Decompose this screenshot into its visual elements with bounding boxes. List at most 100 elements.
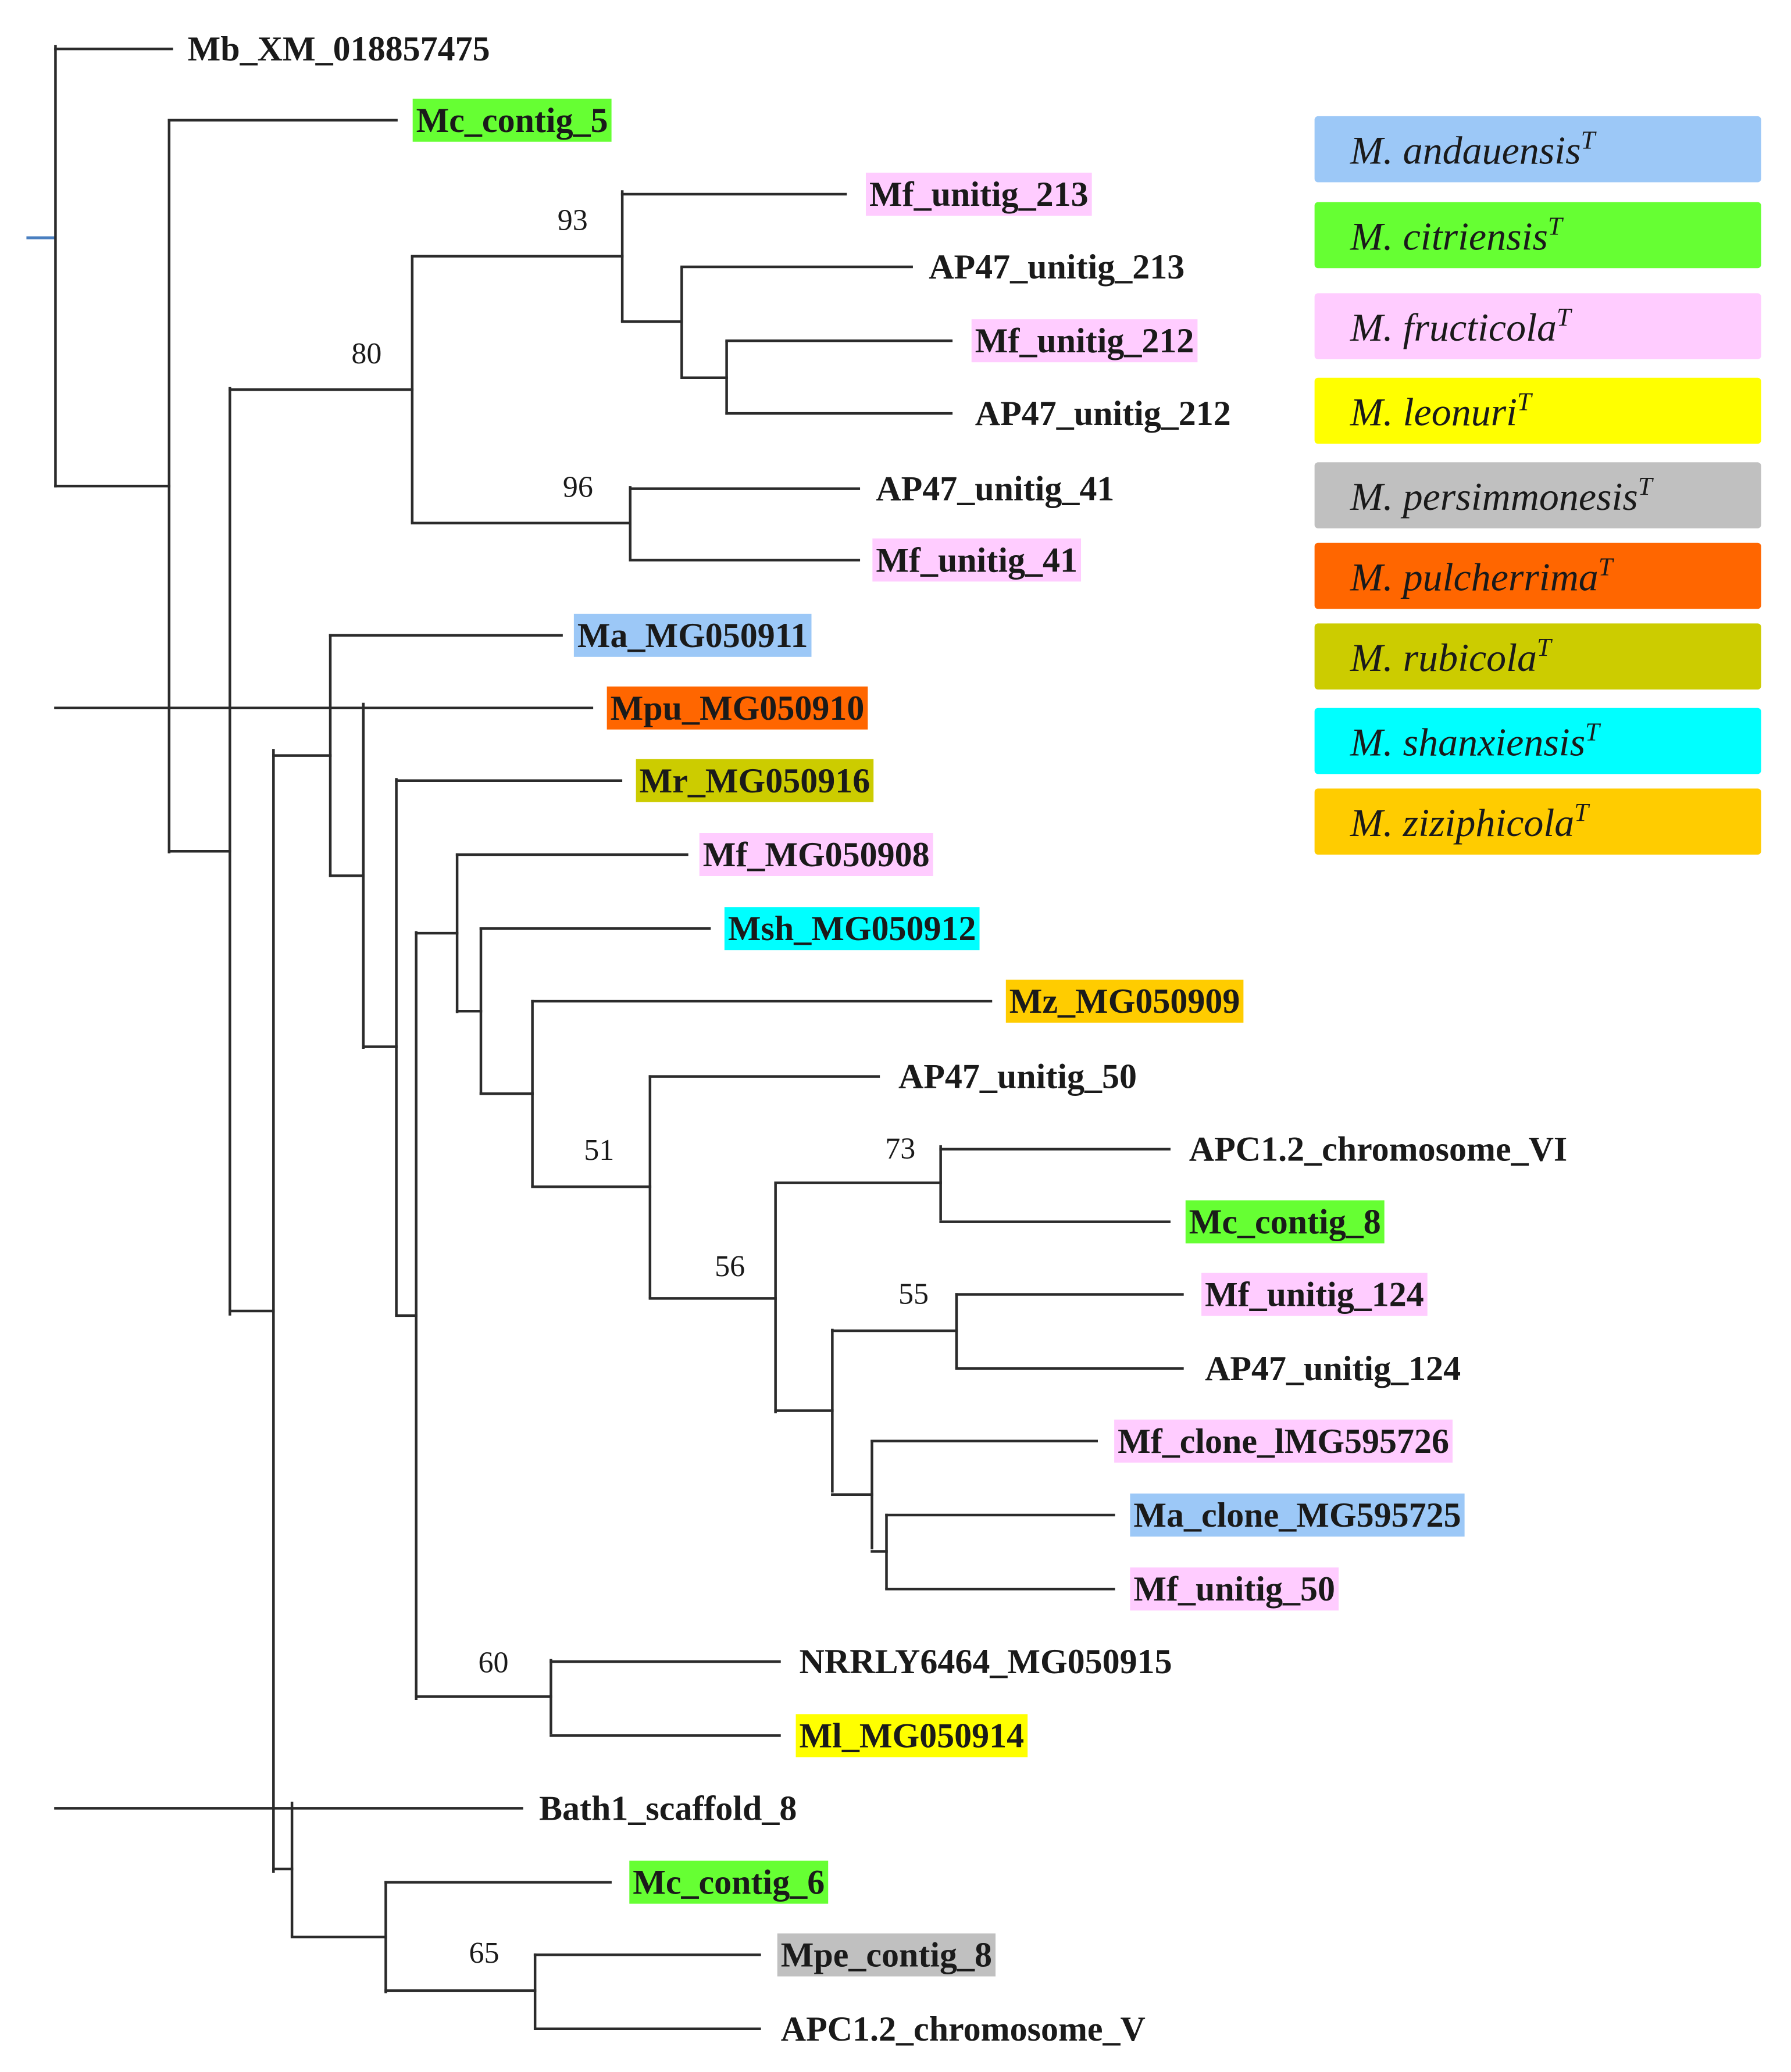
support-value: 73 xyxy=(885,1133,915,1166)
tip-highlight xyxy=(1130,1567,1339,1611)
tip-highlight xyxy=(699,833,933,876)
support-value: 65 xyxy=(469,1937,500,1970)
tip-label: Ma_clone_MG595725 xyxy=(1133,1496,1461,1534)
tip-ma-clone-mg595725: Ma_clone_MG595725 xyxy=(1130,1493,1465,1537)
tip-mb-xm-018857475: Mb_XM_018857475 xyxy=(188,30,490,68)
tip-label: Mz_MG050909 xyxy=(1009,982,1240,1020)
legend-label: M. fructicolaT xyxy=(1350,303,1573,349)
tip-label: Mf_unitig_50 xyxy=(1133,1570,1335,1608)
tip-highlight xyxy=(636,759,874,802)
legend-swatch xyxy=(1314,542,1761,609)
tip-highlight xyxy=(865,172,1092,216)
legend-label: M. rubicolaT xyxy=(1350,633,1553,680)
tip-label: APC1.2_chromosome_VI xyxy=(1189,1130,1567,1169)
legend-type-strain-marker: T xyxy=(1581,126,1597,155)
tip-mf-unitig-50: Mf_unitig_50 xyxy=(1130,1567,1339,1611)
tip-label: Bath1_scaffold_8 xyxy=(539,1789,797,1827)
tip-label: Mf_unitig_213 xyxy=(869,175,1089,213)
tip-label: Ma_MG050911 xyxy=(577,616,808,655)
legend-label: M. shanxiensisT xyxy=(1350,718,1601,765)
tip-ma-mg050911: Ma_MG050911 xyxy=(573,613,812,657)
tip-apc1-2-chromosome-v: APC1.2_chromosome_V xyxy=(781,2010,1146,2048)
legend-swatch xyxy=(1314,116,1761,183)
tree-branches xyxy=(26,45,1184,2031)
tip-mz-mg050909: Mz_MG050909 xyxy=(1005,980,1244,1023)
tip-label: Mc_contig_6 xyxy=(633,1863,825,1902)
tree-tip-labels: Mb_XM_018857475 Mc_contig_5 Mf_unitig_213 A… xyxy=(188,30,1568,2048)
legend-type-strain-marker: T xyxy=(1599,553,1615,581)
tip-highlight xyxy=(1130,1493,1465,1537)
support-value: 56 xyxy=(715,1250,745,1283)
legend-swatch xyxy=(1314,377,1761,444)
tip-label: Mpe_contig_8 xyxy=(781,1936,992,1974)
legend-item-citriensis: M. citriensisT xyxy=(1314,202,1761,269)
tip-label: Mr_MG050916 xyxy=(640,762,870,800)
bootstrap-support-values: 93 80 96 51 73 56 55 60 65 xyxy=(351,203,929,1970)
tip-highlight xyxy=(872,538,1082,582)
tip-highlight xyxy=(777,1933,996,1977)
legend-item-shanxiensis: M. shanxiensisT xyxy=(1314,708,1761,774)
tip-mpe-contig-8: Mpe_contig_8 xyxy=(777,1933,996,1977)
tip-label: Ml_MG050914 xyxy=(800,1716,1025,1755)
tip-mc-contig-6: Mc_contig_6 xyxy=(629,1860,829,1904)
tip-ap47-unitig-41: AP47_unitig_41 xyxy=(876,470,1114,508)
tip-ap47-unitig-50: AP47_unitig_50 xyxy=(898,1058,1137,1096)
legend-type-strain-marker: T xyxy=(1517,388,1533,416)
tip-label: NRRLY6464_MG050915 xyxy=(800,1642,1172,1681)
tip-label: Mf_clone_lMG595726 xyxy=(1118,1422,1449,1460)
tip-label: Mf_unitig_124 xyxy=(1205,1276,1424,1314)
tip-highlight xyxy=(1201,1273,1428,1316)
legend-label: M. citriensisT xyxy=(1350,212,1564,258)
legend-label: M. pulcherrimaT xyxy=(1350,553,1615,599)
tip-highlight xyxy=(412,98,612,142)
tip-mc-contig-8: Mc_contig_8 xyxy=(1185,1200,1385,1244)
legend-swatch xyxy=(1314,293,1761,359)
tip-apc1-2-chromosome-vi: APC1.2_chromosome_VI xyxy=(1189,1130,1567,1169)
support-value: 60 xyxy=(478,1646,508,1679)
tip-highlight xyxy=(1185,1200,1385,1244)
tip-highlight xyxy=(724,907,980,951)
tip-mf-mg050908: Mf_MG050908 xyxy=(699,833,933,876)
tip-msh-mg050912: Msh_MG050912 xyxy=(724,907,980,951)
tip-highlight xyxy=(1114,1419,1453,1463)
tip-highlight xyxy=(971,319,1198,363)
legend-item-persimmonesis: M. persimmonesisT xyxy=(1314,462,1761,528)
tip-mf-unitig-213: Mf_unitig_213 xyxy=(865,172,1092,216)
tip-mf-unitig-41: Mf_unitig_41 xyxy=(872,538,1082,582)
legend-item-fructicola: M. fructicolaT xyxy=(1314,293,1761,359)
tip-label: AP47_unitig_41 xyxy=(876,470,1114,508)
tip-mf-clone-lmg595726: Mf_clone_lMG595726 xyxy=(1114,1419,1453,1463)
tip-label: AP47_unitig_50 xyxy=(898,1058,1137,1096)
legend-type-strain-marker: T xyxy=(1638,472,1654,501)
tip-label: AP47_unitig_212 xyxy=(975,394,1231,433)
support-value: 55 xyxy=(898,1277,929,1310)
tip-label: Mc_contig_8 xyxy=(1189,1203,1381,1241)
legend-swatch xyxy=(1314,202,1761,269)
tip-highlight xyxy=(629,1860,829,1904)
tip-mf-unitig-124: Mf_unitig_124 xyxy=(1201,1273,1428,1316)
tip-highlight xyxy=(795,1714,1028,1757)
tip-label: Mpu_MG050910 xyxy=(611,689,865,727)
legend-label: M. leonuriT xyxy=(1350,388,1533,434)
tip-ap47-unitig-124: AP47_unitig_124 xyxy=(1205,1349,1461,1388)
legend-swatch xyxy=(1314,462,1761,528)
support-value: 96 xyxy=(563,470,593,503)
tip-mpu-mg050910: Mpu_MG050910 xyxy=(606,686,868,730)
legend-label: M. andauensisT xyxy=(1350,126,1597,173)
tip-highlight xyxy=(606,686,868,730)
legend-type-strain-marker: T xyxy=(1548,212,1564,240)
tip-nrrly6464-mg050915: NRRLY6464_MG050915 xyxy=(800,1642,1172,1681)
tip-label: Msh_MG050912 xyxy=(728,909,976,948)
tip-label: APC1.2_chromosome_V xyxy=(781,2010,1146,2048)
tip-highlight xyxy=(573,613,812,657)
legend-swatch xyxy=(1314,623,1761,690)
legend-item-pulcherrima: M. pulcherrimaT xyxy=(1314,542,1761,609)
support-value: 51 xyxy=(584,1134,614,1167)
legend-type-strain-marker: T xyxy=(1585,718,1601,746)
tip-label: Mb_XM_018857475 xyxy=(188,30,490,68)
tip-label: Mc_contig_5 xyxy=(416,101,608,140)
tip-label: AP47_unitig_124 xyxy=(1205,1349,1461,1388)
legend-item-leonuri: M. leonuriT xyxy=(1314,377,1761,444)
legend-type-strain-marker: T xyxy=(1557,303,1573,331)
